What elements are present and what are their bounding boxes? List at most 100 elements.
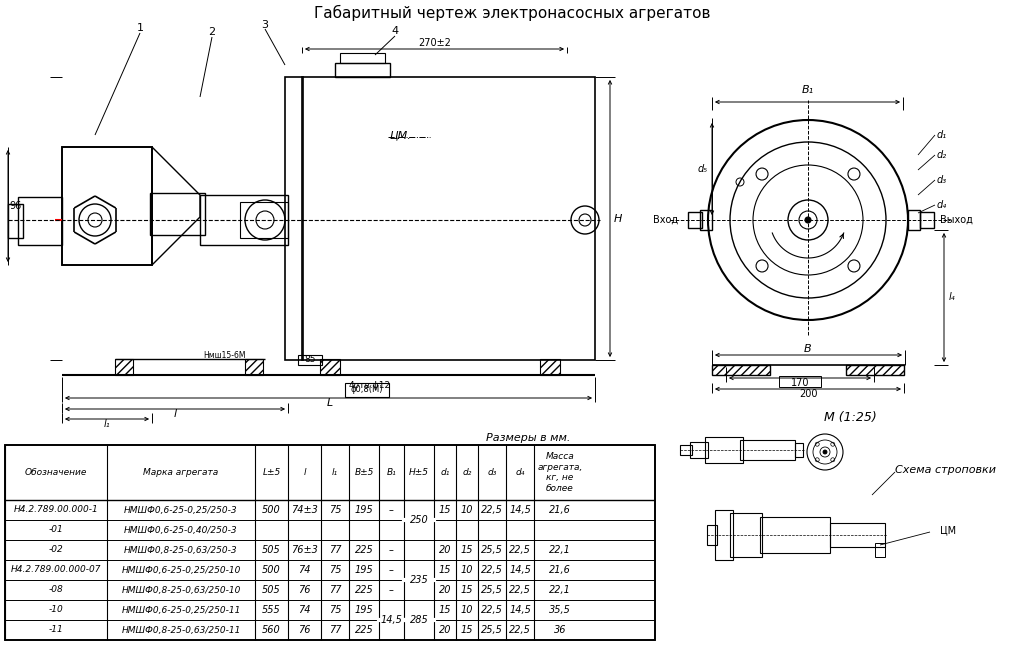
Text: 15: 15	[461, 625, 473, 635]
Text: 15: 15	[461, 545, 473, 555]
Text: НМШФ0,6-25-0,25/250-11: НМШФ0,6-25-0,25/250-11	[121, 606, 241, 615]
Text: B: B	[804, 344, 812, 354]
Text: d₃: d₃	[487, 468, 497, 477]
Text: Н4.2.789.00.000-07: Н4.2.789.00.000-07	[10, 566, 101, 575]
Text: 4отв.ϕ12: 4отв.ϕ12	[349, 381, 391, 390]
Text: 285: 285	[410, 615, 428, 625]
Text: l₁: l₁	[332, 468, 338, 477]
Bar	[340, 53, 385, 63]
Text: 225: 225	[354, 585, 374, 595]
Text: 77: 77	[329, 545, 341, 555]
Text: Нмш15-6М: Нмш15-6М	[204, 350, 246, 359]
Text: L±5: L±5	[262, 468, 281, 477]
Text: НМШФ0,8-25-0,63/250-10: НМШФ0,8-25-0,63/250-10	[121, 586, 241, 595]
Bar	[540, 359, 560, 375]
Bar	[200, 195, 288, 245]
Text: 20: 20	[438, 585, 452, 595]
Text: 25,5: 25,5	[481, 585, 503, 595]
Text: B₁: B₁	[387, 468, 396, 477]
Text: –: –	[389, 585, 394, 595]
Text: НМШФ0,6-25-0,25/250-3: НМШФ0,6-25-0,25/250-3	[124, 506, 238, 515]
Text: d₁: d₁	[937, 130, 947, 140]
Text: 10: 10	[461, 605, 473, 615]
Text: -10: -10	[48, 606, 63, 615]
Text: 4: 4	[391, 26, 398, 36]
Text: 560: 560	[262, 625, 281, 635]
Text: 195: 195	[354, 565, 374, 575]
Bar	[298, 355, 322, 365]
Text: 15: 15	[461, 585, 473, 595]
Bar	[8, 204, 23, 238]
Bar	[18, 197, 62, 245]
Text: НМШФ0,6-25-0,25/250-10: НМШФ0,6-25-0,25/250-10	[121, 566, 241, 575]
Text: B±5: B±5	[354, 468, 374, 477]
Bar	[5, 445, 655, 640]
Text: –: –	[389, 505, 394, 515]
Text: Марка агрегата: Марка агрегата	[143, 468, 219, 477]
Text: 195: 195	[354, 505, 374, 515]
Text: НМШФ0,8-25-0,63/250-3: НМШФ0,8-25-0,63/250-3	[124, 546, 238, 555]
Bar	[712, 365, 770, 375]
Text: 76: 76	[298, 625, 310, 635]
Text: d₄: d₄	[515, 468, 524, 477]
Text: -11: -11	[48, 626, 63, 635]
Text: -02: -02	[48, 546, 63, 555]
Bar	[874, 543, 885, 557]
Text: 270±2: 270±2	[419, 38, 452, 48]
Text: 22,5: 22,5	[481, 565, 503, 575]
Bar	[760, 517, 830, 553]
Text: d₂: d₂	[937, 150, 947, 160]
Text: 170: 170	[791, 378, 809, 388]
Text: 77: 77	[329, 625, 341, 635]
Text: -01: -01	[48, 526, 63, 535]
Bar	[688, 212, 702, 228]
Text: 85: 85	[304, 355, 315, 364]
Text: 195: 195	[354, 605, 374, 615]
Text: Н4.2.789.00.000-1: Н4.2.789.00.000-1	[13, 506, 98, 515]
Text: 75: 75	[329, 565, 341, 575]
Text: НМШФ0,6-25-0,40/250-3: НМШФ0,6-25-0,40/250-3	[124, 526, 238, 535]
Text: 20: 20	[438, 625, 452, 635]
Text: 500: 500	[262, 505, 281, 515]
Bar	[319, 359, 340, 375]
Bar	[920, 212, 934, 228]
Text: ϕ0,8(M): ϕ0,8(M)	[351, 386, 383, 395]
Text: Выход: Выход	[940, 215, 973, 225]
Text: –: –	[389, 565, 394, 575]
Text: 21,6: 21,6	[549, 565, 571, 575]
Text: 15: 15	[438, 605, 452, 615]
Text: 96: 96	[9, 201, 22, 211]
Bar	[345, 383, 389, 397]
Text: 14,5: 14,5	[509, 605, 530, 615]
Text: d₃: d₃	[937, 175, 947, 185]
Text: B₁: B₁	[802, 85, 814, 95]
Text: 21,6: 21,6	[549, 505, 571, 515]
Text: d₁: d₁	[440, 468, 450, 477]
Text: 22,5: 22,5	[509, 545, 530, 555]
Bar	[740, 440, 795, 460]
Text: 74±3: 74±3	[291, 505, 317, 515]
Text: 500: 500	[262, 565, 281, 575]
Text: 25,5: 25,5	[481, 545, 503, 555]
Text: 235: 235	[410, 575, 428, 585]
Text: 77: 77	[329, 585, 341, 595]
Text: 22,1: 22,1	[549, 545, 571, 555]
Text: НМШФ0,8-25-0,63/250-11: НМШФ0,8-25-0,63/250-11	[121, 626, 241, 635]
Text: 75: 75	[329, 605, 341, 615]
Text: Масса
агрегата,
кг, не
более: Масса агрегата, кг, не более	[538, 452, 583, 493]
Text: 22,5: 22,5	[481, 505, 503, 515]
Bar	[830, 523, 885, 547]
Bar	[908, 210, 920, 230]
Bar	[335, 63, 390, 77]
Text: 76±3: 76±3	[291, 545, 317, 555]
Text: 36: 36	[554, 625, 566, 635]
Text: 74: 74	[298, 565, 310, 575]
Text: l₄: l₄	[948, 292, 955, 302]
Bar	[730, 513, 762, 557]
Text: d₅: d₅	[698, 164, 708, 174]
Text: Размеры в мм.: Размеры в мм.	[485, 433, 570, 443]
Bar	[795, 443, 803, 457]
Text: L: L	[327, 398, 333, 408]
Bar	[285, 77, 303, 360]
Bar	[690, 442, 708, 458]
